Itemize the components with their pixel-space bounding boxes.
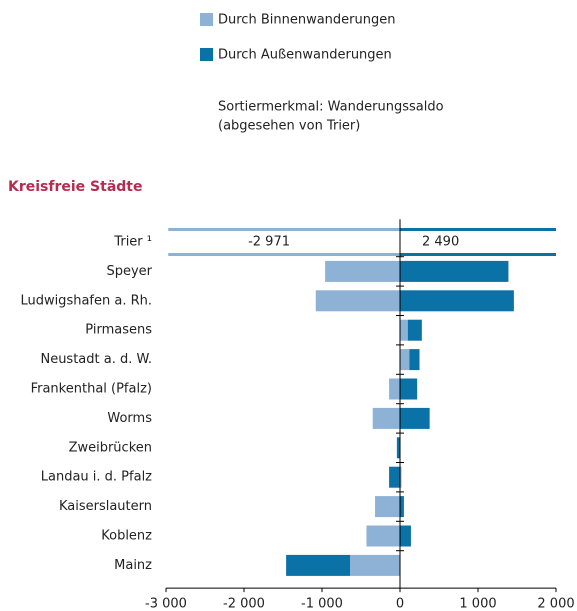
x-tick-label: -1 000 (301, 597, 343, 611)
bar (325, 260, 400, 282)
value-label: -2 971 (248, 235, 290, 250)
bar (409, 349, 420, 371)
x-tick-label: 2 000 (537, 597, 574, 611)
y-tick-label: Trier ¹ (113, 235, 152, 250)
legend-label: Durch Außenwanderungen (218, 48, 392, 63)
bar (400, 378, 418, 400)
bar (400, 260, 509, 282)
bar (375, 496, 400, 518)
y-tick-label: Pirmasens (85, 323, 152, 338)
note: (abgesehen von Trier) (218, 119, 360, 134)
x-tick-label: -3 000 (145, 597, 187, 611)
bar (372, 407, 400, 429)
plot (166, 228, 556, 576)
legend-label: Durch Binnenwanderungen (218, 13, 395, 28)
bar (286, 554, 351, 576)
bar (407, 319, 422, 341)
legend-swatch (200, 13, 213, 26)
bar-gap (166, 231, 556, 253)
bar (366, 525, 400, 547)
value-label: 2 490 (422, 235, 459, 250)
x-tick-label: 0 (396, 597, 404, 611)
y-tick-label: Zweibrücken (69, 440, 152, 455)
bar (396, 437, 400, 459)
bar (400, 466, 402, 488)
y-tick-label: Speyer (106, 264, 152, 279)
bar (389, 466, 400, 488)
y-tick-label: Koblenz (101, 529, 152, 544)
note: Sortiermerkmal: Wanderungssaldo (218, 100, 444, 115)
legend-swatch (200, 48, 213, 61)
y-tick-label: Frankenthal (Pfalz) (31, 382, 152, 397)
bar (400, 290, 514, 312)
bar (315, 290, 400, 312)
bar (400, 319, 408, 341)
bar (400, 349, 410, 371)
y-tick-label: Landau i. d. Pfalz (41, 470, 152, 485)
x-tick-label: -2 000 (223, 597, 265, 611)
section-title: Kreisfreie Städte (8, 179, 142, 195)
bar (350, 554, 400, 576)
bar (400, 496, 404, 518)
bar (400, 407, 430, 429)
y-tick-label: Mainz (114, 558, 152, 573)
bar (400, 525, 411, 547)
bar (389, 378, 400, 400)
y-tick-label: Ludwigshafen a. Rh. (20, 293, 152, 308)
y-tick-label: Neustadt a. d. W. (40, 352, 152, 367)
y-tick-label: Kaiserslautern (59, 499, 152, 514)
x-tick-label: 1 000 (459, 597, 496, 611)
y-tick-label: Worms (107, 411, 152, 426)
